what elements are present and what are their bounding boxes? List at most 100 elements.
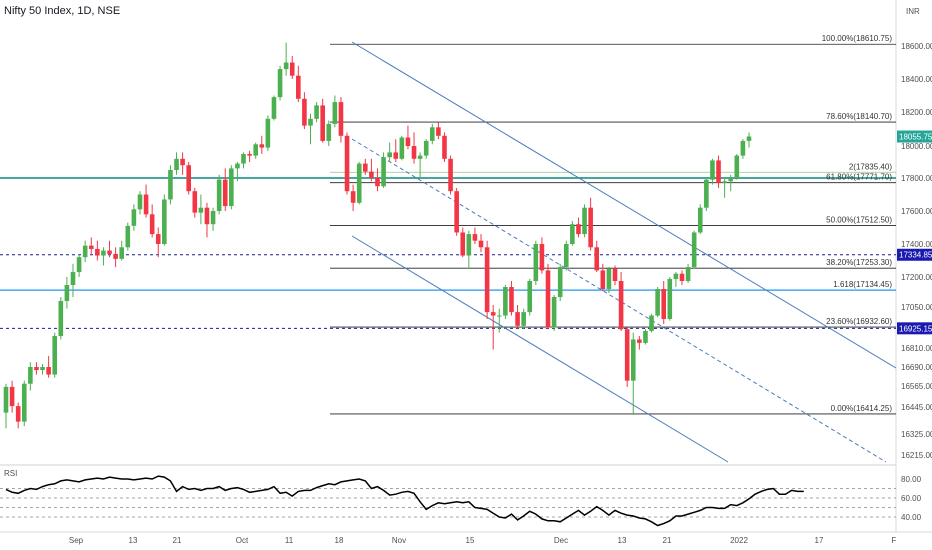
candle-body [557, 267, 563, 297]
candle-body [289, 62, 295, 76]
candle-body [746, 136, 752, 141]
candle-body [533, 244, 539, 281]
candle-body [582, 207, 587, 235]
channel-lower-line [351, 235, 729, 463]
price-tick: 18600.00 [901, 42, 932, 51]
candle-body [655, 289, 660, 316]
candle-body [34, 367, 39, 371]
fib-level-label: 1.618(17134.45) [833, 280, 892, 289]
candle-body [210, 211, 216, 225]
price-tick: 17800.00 [901, 174, 932, 183]
candle-body [259, 144, 265, 148]
candle-body [363, 163, 368, 172]
price-tick: 17050.00 [901, 303, 932, 312]
candle-body [186, 165, 191, 192]
candle-body [119, 247, 125, 259]
candle-body [155, 234, 161, 244]
candle-body [302, 98, 307, 126]
candle-body [710, 160, 715, 180]
candle-body [137, 194, 143, 210]
last-price-badge [897, 130, 932, 143]
candle-body [436, 127, 441, 136]
candle-body [430, 127, 435, 141]
fib-level-labels: 100.00%(18610.75) 78.60%(18140.70) 2(17835… [822, 34, 893, 413]
candle-body [643, 330, 648, 343]
time-tick: 17 [815, 536, 824, 545]
fib-level-label: 38.20%(17253.30) [826, 258, 892, 267]
channel-mid-line [351, 138, 887, 463]
time-tick: 21 [663, 536, 672, 545]
candle-body [460, 232, 466, 256]
candle-body [296, 75, 301, 99]
candle-body [496, 315, 502, 317]
candle-body [131, 209, 137, 226]
time-tick: 21 [173, 536, 182, 545]
candle-body [551, 297, 557, 328]
candle-body [58, 301, 64, 337]
candle-body [417, 155, 423, 159]
price-level-badge [897, 322, 932, 335]
candle-body [527, 281, 533, 313]
candle-body [46, 367, 51, 375]
candle-body [734, 155, 740, 178]
price-tick: 18400.00 [901, 75, 932, 84]
candle-body [704, 179, 709, 208]
candle-body [241, 154, 246, 164]
candle-body [198, 207, 204, 213]
candle-body [125, 225, 131, 248]
candle-body [545, 270, 551, 328]
rsi-tick: 80.00 [901, 475, 922, 484]
candle-body [326, 123, 332, 141]
time-tick: Sep [69, 536, 84, 545]
time-tick: 15 [466, 536, 475, 545]
badge-text: 16925.15 [899, 324, 932, 333]
fib-level-label: 50.00%(17512.50) [826, 215, 892, 224]
candle-body [624, 329, 630, 381]
time-tick: 13 [618, 536, 627, 545]
candle-body [661, 289, 667, 319]
rsi-tick: 60.00 [901, 494, 922, 503]
candle-body [728, 178, 734, 182]
price-tick: 17600.00 [901, 207, 932, 216]
candle-body [40, 367, 45, 371]
candle-body [338, 102, 344, 136]
candle-body [612, 268, 618, 281]
regression-channel [351, 41, 897, 463]
time-tick: 18 [335, 536, 344, 545]
time-tick: 2022 [730, 536, 748, 545]
candle-body [3, 386, 9, 413]
candle-body [247, 154, 252, 156]
candle-body [539, 244, 545, 271]
candle-body [509, 287, 514, 313]
candle-body [332, 102, 338, 124]
candle-body [387, 152, 392, 158]
candle-body [588, 207, 593, 248]
candle-body [667, 279, 673, 319]
price-tick: 16565.00 [901, 382, 932, 391]
chart-title: Nifty 50 Index, 1D, NSE [4, 5, 120, 17]
channel-upper-line [351, 41, 897, 369]
candle-body [113, 253, 118, 259]
candle-body [375, 178, 380, 187]
candle-body [448, 158, 453, 192]
price-tick: 17400.00 [901, 240, 932, 249]
fib-level-label: 61.80%(17771.70) [826, 173, 892, 182]
candle-body [697, 207, 703, 233]
candle-body [381, 157, 386, 187]
candle-body [606, 268, 612, 289]
candle-body [344, 135, 350, 192]
candle-body [76, 257, 82, 273]
price-badges: 18055.75 17334.85 16925.15 [897, 130, 932, 335]
candle-body [180, 158, 185, 166]
fib-level-label: 78.60%(18140.70) [826, 112, 892, 121]
candlestick-series [3, 42, 752, 429]
time-tick: 11 [285, 536, 294, 545]
candle-body [423, 140, 429, 156]
candle-body [570, 224, 575, 244]
candle-body [192, 191, 198, 213]
candle-body [478, 240, 484, 248]
badge-text: 17334.85 [899, 251, 932, 260]
time-tick: Oct [236, 536, 249, 545]
